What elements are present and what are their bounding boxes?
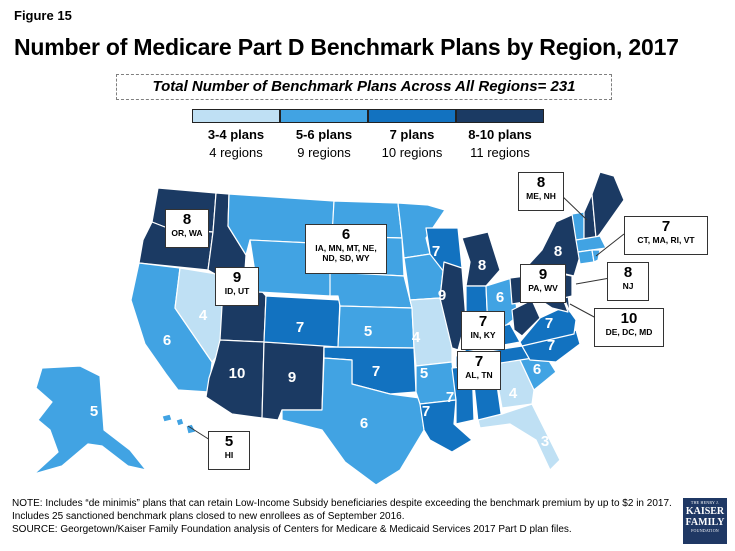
legend-swatch-3-4 xyxy=(192,109,280,123)
legend-label-5-6: 5-6 plans xyxy=(295,127,353,142)
callout-hi: 5 HI xyxy=(208,431,250,470)
state-fl xyxy=(477,403,561,471)
total-banner: Total Number of Benchmark Plans Across A… xyxy=(116,74,612,100)
note-text: NOTE: Includes “de minimis” plans that c… xyxy=(12,498,672,522)
label-ak: 5 xyxy=(90,403,98,420)
legend-sub-8-10: 11 regions xyxy=(470,145,530,160)
logo-line2: KAISER FAMILY xyxy=(685,506,725,528)
legend-label-7: 7 plans xyxy=(389,127,435,142)
label-il: 9 xyxy=(438,287,446,304)
legend-swatch-5-6 xyxy=(280,109,368,123)
label-ks: 5 xyxy=(364,323,372,340)
legend-label-8-10: 8-10 plans xyxy=(468,127,532,142)
label-ms: 7 xyxy=(446,389,454,406)
label-ar: 5 xyxy=(420,365,428,382)
page-title: Number of Medicare Part D Benchmark Plan… xyxy=(14,34,679,60)
logo-line3: FOUNDATION xyxy=(691,528,719,533)
callout-nj: 8 NJ xyxy=(607,262,649,301)
state-mn xyxy=(397,202,446,259)
legend-swatch-8-10 xyxy=(456,109,544,123)
callout-or-wa: 8 OR, WA xyxy=(165,209,209,248)
footnotes: NOTE: Includes “de minimis” plans that c… xyxy=(12,497,672,536)
label-tx: 6 xyxy=(360,415,368,432)
kff-logo: THE HENRY J. KAISER FAMILY FOUNDATION xyxy=(683,498,727,544)
label-nv: 4 xyxy=(199,307,208,324)
label-fl: 3 xyxy=(541,433,549,450)
callout-in-ky: 7 IN, KY xyxy=(461,311,505,350)
label-wi: 7 xyxy=(432,243,440,260)
state-il xyxy=(439,261,467,351)
label-va: 7 xyxy=(545,315,553,332)
callout-me-nh: 8 ME, NH xyxy=(518,172,564,211)
callout-ct-ma-ri-vt: 7 CT, MA, RI, VT xyxy=(624,216,708,255)
state-me xyxy=(591,171,625,239)
label-nm: 9 xyxy=(288,369,296,386)
label-nc: 7 xyxy=(547,337,555,354)
label-az: 10 xyxy=(229,365,246,382)
source-text: SOURCE: Georgetown/Kaiser Family Foundat… xyxy=(12,524,572,535)
figure-label: Figure 15 xyxy=(14,8,72,23)
label-ga: 4 xyxy=(509,385,518,402)
state-tx xyxy=(281,357,425,486)
legend-sub-7: 10 regions xyxy=(381,145,443,160)
state-ga xyxy=(493,359,535,409)
legend-sub-5-6: 9 regions xyxy=(297,145,351,160)
label-ok: 7 xyxy=(372,363,380,380)
label-oh: 6 xyxy=(496,289,504,306)
label-ca: 6 xyxy=(163,332,171,349)
label-co: 7 xyxy=(296,319,304,336)
legend: 3-4 plans 5-6 plans 7 plans 8-10 plans 4… xyxy=(192,109,552,165)
callout-pa-wv: 9 PA, WV xyxy=(520,264,566,303)
callout-north-central: 6 IA, MN, MT, NE, ND, SD, WY xyxy=(305,224,387,274)
logo-line1: THE HENRY J. xyxy=(690,500,720,505)
label-mo: 4 xyxy=(412,329,421,346)
callout-de-dc-md: 10 DE, DC, MD xyxy=(594,308,664,347)
state-ak xyxy=(33,365,147,475)
state-ne xyxy=(329,271,413,309)
label-la: 7 xyxy=(422,403,430,420)
legend-sub-3-4: 4 regions xyxy=(209,145,263,160)
label-mi: 8 xyxy=(478,257,486,274)
legend-label-3-4: 3-4 plans xyxy=(207,127,265,142)
state-hi xyxy=(161,413,197,435)
label-ny: 8 xyxy=(554,243,562,260)
state-ct xyxy=(577,249,595,265)
callout-al-tn: 7 AL, TN xyxy=(457,351,501,390)
state-ks xyxy=(337,305,415,349)
callout-id-ut: 9 ID, UT xyxy=(215,267,259,306)
label-sc: 6 xyxy=(533,361,541,378)
legend-swatch-7 xyxy=(368,109,456,123)
